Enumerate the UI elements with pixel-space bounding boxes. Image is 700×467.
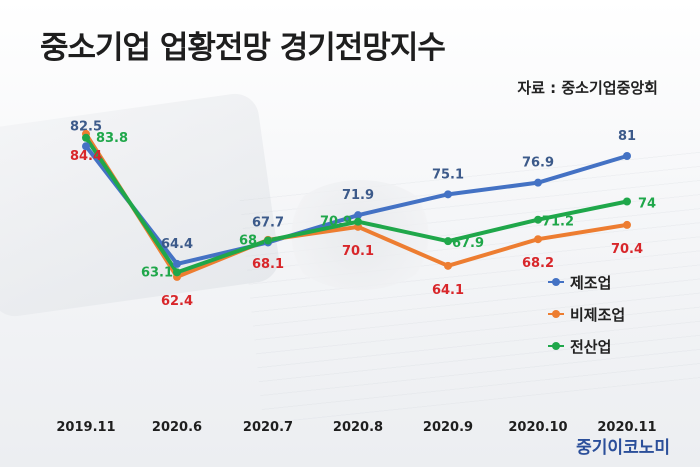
data-label-manufacturing: 75.1 xyxy=(432,167,464,182)
data-point-non-manufacturing xyxy=(444,261,452,270)
data-label-manufacturing: 71.9 xyxy=(342,188,374,203)
data-label-all-industries: 74 xyxy=(638,197,656,212)
legend-item-manufacturing: 제조업 xyxy=(548,266,625,298)
legend-item-non-manufacturing: 비제조업 xyxy=(548,298,625,330)
data-point-manufacturing xyxy=(534,178,542,187)
data-label-non-manufacturing: 70.4 xyxy=(611,242,643,257)
legend-label-all-industries: 전산업 xyxy=(570,337,612,356)
data-label-non-manufacturing: 64.1 xyxy=(432,283,464,298)
data-label-all-industries: 70.9 xyxy=(320,215,352,230)
data-point-non-manufacturing xyxy=(623,220,631,229)
data-label-non-manufacturing: 62.4 xyxy=(161,294,193,309)
data-point-non-manufacturing xyxy=(534,235,542,244)
data-label-manufacturing: 81 xyxy=(618,129,636,144)
data-label-non-manufacturing: 70.1 xyxy=(342,244,374,259)
x-tick-label: 2020.11 xyxy=(597,420,657,435)
x-axis-labels: 2019.11 2020.6 2020.7 2020.8 2020.9 2020… xyxy=(0,420,700,440)
x-tick-label: 2020.8 xyxy=(332,420,384,435)
data-label-manufacturing: 76.9 xyxy=(522,156,554,171)
chart-title: 중소기업 업황전망 경기전망지수 xyxy=(40,30,446,66)
data-point-manufacturing xyxy=(623,152,631,160)
legend-label-non-manufacturing: 비제조업 xyxy=(570,305,626,324)
data-point-manufacturing xyxy=(82,142,90,151)
publisher-logo: 중기이코노미 xyxy=(576,438,670,458)
legend-swatch-manufacturing xyxy=(548,278,564,286)
source-note: 자료 : 중소기업중앙회 xyxy=(517,79,658,97)
data-point-manufacturing xyxy=(444,190,452,199)
legend-item-all-industries: 전산업 xyxy=(548,330,625,362)
data-label-non-manufacturing: 68.2 xyxy=(522,256,554,271)
data-label-all-industries: 63.1 xyxy=(141,265,173,280)
data-label-manufacturing: 82.5 xyxy=(70,119,102,134)
legend-swatch-all-industries xyxy=(548,342,564,350)
data-label-non-manufacturing: 84.4 xyxy=(70,149,102,164)
x-tick-label: 2020.7 xyxy=(242,420,294,435)
data-point-all-industries xyxy=(444,237,452,246)
data-point-all-industries xyxy=(264,236,272,245)
data-point-all-industries xyxy=(82,133,90,142)
data-point-all-industries xyxy=(173,268,181,277)
data-label-manufacturing: 67.7 xyxy=(252,215,284,230)
legend: 제조업 비제조업 전산업 xyxy=(548,266,625,362)
data-point-manufacturing xyxy=(354,211,362,220)
legend-label-manufacturing: 제조업 xyxy=(570,273,612,292)
x-tick-label: 2020.6 xyxy=(151,420,203,435)
legend-swatch-non-manufacturing xyxy=(548,310,564,318)
x-tick-label: 2020.10 xyxy=(508,420,568,435)
data-label-all-industries: 83.8 xyxy=(96,131,128,146)
data-label-all-industries: 67.9 xyxy=(452,236,484,251)
data-point-manufacturing xyxy=(173,259,181,268)
data-label-non-manufacturing: 68.1 xyxy=(252,257,284,272)
data-point-all-industries xyxy=(534,215,542,224)
data-label-manufacturing: 64.4 xyxy=(161,237,193,252)
data-point-all-industries xyxy=(623,197,631,206)
data-label-all-industries: 68 xyxy=(239,234,257,249)
x-tick-label: 2019.11 xyxy=(56,420,116,435)
data-point-all-industries xyxy=(354,217,362,226)
data-label-all-industries: 71.2 xyxy=(542,215,574,230)
x-tick-label: 2020.9 xyxy=(422,420,474,435)
